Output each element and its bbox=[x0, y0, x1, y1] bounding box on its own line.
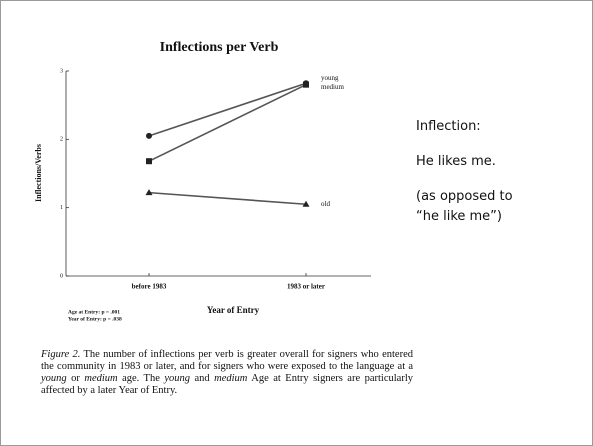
x-tick-label: before 1983 bbox=[132, 283, 167, 291]
series-line bbox=[148, 83, 307, 162]
series-label: young bbox=[321, 74, 339, 82]
caption: Figure 2. The number of inflections per … bbox=[41, 349, 413, 397]
y-axis-label: Inflections/Verbs bbox=[34, 144, 43, 202]
caption-segment: Age at Entry signers are particularly af… bbox=[41, 373, 413, 396]
caption-segment: and bbox=[190, 373, 215, 384]
caption-segment: young bbox=[41, 373, 67, 384]
caption-segment: Figure 2. bbox=[41, 349, 81, 360]
caption-segment: medium bbox=[84, 373, 118, 384]
y-tick-label: 2 bbox=[60, 137, 63, 143]
series-line bbox=[148, 191, 307, 206]
y-tick-label: 1 bbox=[60, 205, 63, 211]
y-tick-label: 3 bbox=[60, 68, 63, 74]
point bbox=[302, 200, 310, 207]
point bbox=[146, 132, 152, 139]
caption-segment: age. The bbox=[117, 373, 165, 384]
x-tick-label: 1983 or later bbox=[287, 283, 325, 291]
point bbox=[303, 81, 309, 88]
side-text: He likes me. bbox=[416, 154, 496, 169]
caption-segment: young bbox=[164, 373, 191, 384]
side-text: Inflection: bbox=[416, 119, 481, 134]
series-line bbox=[148, 82, 307, 137]
y-tick-label: 0 bbox=[60, 273, 63, 279]
chart-title: Inflections per Verb bbox=[160, 40, 279, 55]
caption-segment: The number of inflections per verb is gr… bbox=[41, 349, 413, 372]
side-text: “he like me”) bbox=[416, 209, 502, 224]
note: Age at Entry: p = .001 bbox=[68, 309, 120, 315]
series-label: medium bbox=[321, 83, 344, 91]
side-text: (as opposed to bbox=[416, 189, 513, 204]
note: Year of Entry: p = .038 bbox=[68, 316, 122, 322]
x-axis-label: Year of Entry bbox=[207, 305, 260, 315]
caption-segment: or bbox=[66, 373, 85, 384]
caption-segment: medium bbox=[214, 373, 248, 384]
point bbox=[146, 158, 152, 165]
series-label: old bbox=[321, 200, 330, 208]
point bbox=[145, 189, 153, 196]
